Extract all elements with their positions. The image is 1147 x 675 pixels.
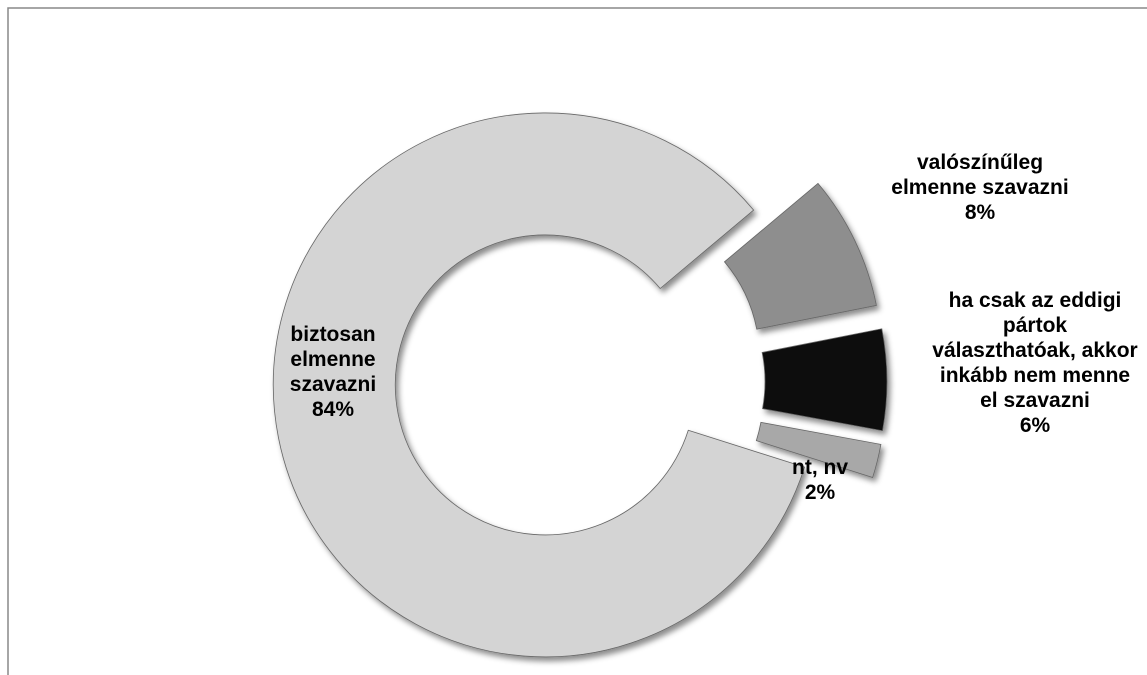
data-label: valószínűleg elmenne szavazni 8% [880,150,1080,225]
category-label: nt, nv [792,456,848,479]
data-label: biztosan elmenne szavazni 84% [268,322,398,422]
value-label: 2% [804,481,836,504]
donut-slice [272,112,806,658]
donut-slice [755,421,882,479]
category-label: valószínűleg elmenne szavazni [891,151,1069,199]
donut-slice [723,182,877,330]
data-label: ha csak az eddigi pártok választhatóak, … [930,288,1140,438]
data-label: nt, nv 2% [775,455,865,505]
value-label: 84% [311,398,355,421]
frame [7,7,1147,675]
donut-slice [761,328,888,432]
value-label: 8% [964,201,996,224]
category-label: ha csak az eddigi pártok választhatóak, … [932,289,1138,412]
category-label: biztosan elmenne szavazni [289,323,377,396]
value-label: 6% [1019,414,1051,437]
